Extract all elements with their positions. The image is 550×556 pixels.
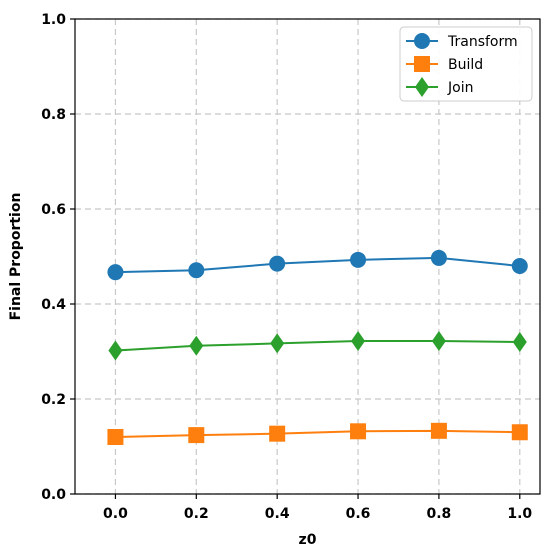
build-point — [430, 422, 447, 439]
x-axis-label: z0 — [299, 532, 317, 548]
join-point — [108, 340, 123, 361]
y-tick-label: 0.4 — [41, 297, 66, 313]
legend-label: Join — [447, 80, 473, 96]
legend-box — [399, 26, 533, 102]
join-point — [189, 335, 204, 356]
build-point — [188, 427, 205, 444]
x-tick-label: 0.4 — [265, 506, 290, 522]
x-tick-label: 1.0 — [507, 506, 532, 522]
legend-entry-build: Build — [406, 56, 483, 73]
legend-entry-join: Join — [406, 77, 473, 97]
join-point — [512, 332, 527, 352]
y-tick-label: 1.0 — [41, 12, 66, 28]
transform-point — [430, 249, 447, 266]
join-line — [115, 340, 520, 352]
y-tick-label: 0.8 — [41, 107, 66, 123]
legend-entry-transform: Transform — [406, 33, 518, 50]
build-point — [269, 425, 286, 442]
y-tick-label: 0.0 — [41, 487, 66, 503]
y-tick-label: 0.2 — [41, 392, 66, 408]
build-point — [107, 429, 124, 445]
series-layer — [107, 249, 528, 445]
x-tick-label: 0.6 — [346, 506, 371, 522]
build-point — [511, 424, 528, 441]
y-tick-label: 0.6 — [41, 202, 66, 218]
series-build — [107, 422, 528, 445]
legend-marker — [414, 33, 430, 49]
join-point — [351, 331, 366, 352]
legend: Transform Build Join — [399, 26, 533, 102]
build-line — [115, 429, 520, 438]
legend-marker — [415, 77, 429, 97]
plot-frame — [74, 18, 541, 495]
legend-label: Build — [448, 57, 483, 73]
x-tick-label: 0.8 — [427, 506, 452, 522]
build-point — [350, 423, 367, 440]
series-transform — [107, 249, 528, 281]
transform-point — [188, 262, 205, 279]
legend-marker — [414, 56, 430, 72]
join-point — [270, 333, 285, 354]
transform-line — [115, 256, 520, 274]
transform-point — [107, 264, 124, 281]
y-axis-label: Final Proportion — [8, 193, 24, 321]
x-tick-label: 0.0 — [103, 506, 128, 522]
transform-point — [350, 251, 367, 268]
series-join — [108, 331, 527, 361]
x-axis: 0.0 0.2 0.4 0.6 0.8 1.0 — [103, 494, 532, 522]
transform-point — [269, 255, 286, 272]
legend-label: Transform — [447, 34, 518, 50]
x-tick-label: 0.2 — [184, 506, 209, 522]
y-axis: 0.0 0.2 0.4 0.6 0.8 1.0 — [41, 12, 75, 503]
transform-point — [511, 258, 528, 274]
join-point — [431, 331, 446, 352]
